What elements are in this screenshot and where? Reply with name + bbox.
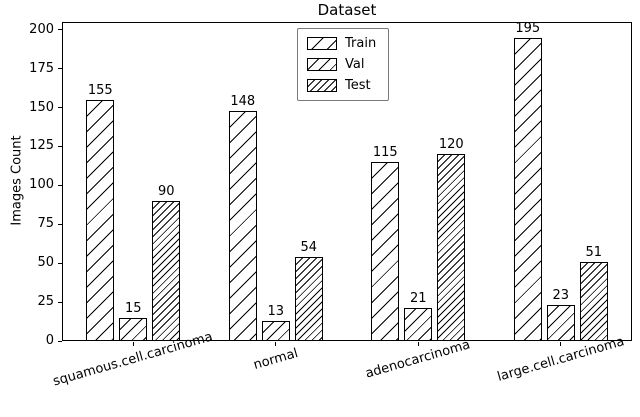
bar-val-4 — [546, 305, 575, 341]
y-tick-label: 125 — [29, 138, 54, 154]
bar-value-label: 155 — [87, 82, 113, 98]
bar-value-label: 21 — [409, 291, 427, 307]
bar-value-label: 195 — [515, 20, 541, 36]
y-tick-mark — [58, 68, 62, 70]
legend-label-val: Val — [345, 57, 365, 72]
legend: Train Val Test — [297, 28, 390, 101]
y-tick-mark — [58, 262, 62, 264]
y-tick-mark — [58, 223, 62, 225]
y-tick-label: 175 — [29, 60, 54, 76]
y-tick-label: 0 — [45, 333, 54, 348]
y-tick-label: 200 — [29, 21, 54, 37]
bar-value-label: 23 — [552, 288, 570, 304]
bar-train-1 — [86, 99, 115, 341]
bar-value-label: 148 — [230, 93, 256, 109]
bar-train-3 — [371, 162, 400, 341]
bar-value-label: 13 — [267, 303, 285, 319]
legend-entry-val: Val — [307, 57, 376, 72]
bar-value-label: 90 — [157, 183, 175, 199]
bar-value-label: 51 — [585, 244, 603, 260]
legend-label-train: Train — [345, 36, 377, 51]
y-tick-label: 150 — [29, 99, 54, 115]
y-tick-mark — [58, 301, 62, 303]
legend-entry-test: Test — [307, 78, 376, 93]
bar-train-4 — [513, 37, 542, 341]
bar-value-label: 115 — [372, 145, 398, 161]
bar-test-1 — [152, 200, 181, 341]
x-category-label: normal — [251, 346, 300, 374]
x-tick-mark — [275, 342, 277, 346]
legend-entry-train: Train — [307, 36, 376, 51]
x-tick-mark — [417, 342, 419, 346]
legend-swatch-train — [307, 37, 337, 50]
y-tick-mark — [58, 184, 62, 186]
legend-label-test: Test — [345, 78, 371, 93]
x-tick-mark — [560, 342, 562, 346]
y-tick-mark — [58, 29, 62, 31]
bar-val-1 — [119, 317, 148, 341]
bar-val-2 — [261, 320, 290, 341]
y-tick-mark — [58, 107, 62, 109]
y-tick-mark — [58, 340, 62, 342]
legend-swatch-val — [307, 58, 337, 71]
y-tick-mark — [58, 145, 62, 147]
y-tick-label: 50 — [37, 255, 54, 271]
legend-swatch-test — [307, 79, 337, 92]
y-tick-label: 75 — [37, 216, 54, 232]
y-tick-label: 100 — [29, 177, 54, 193]
bar-test-4 — [579, 261, 608, 341]
bar-train-2 — [228, 110, 257, 341]
chart-title: Dataset — [317, 1, 377, 19]
y-tick-label: 25 — [37, 294, 54, 310]
bar-value-label: 120 — [438, 137, 464, 153]
bar-value-label: 15 — [124, 300, 142, 316]
bar-test-2 — [294, 256, 323, 341]
x-tick-mark — [132, 342, 134, 346]
bar-value-label: 54 — [300, 239, 318, 255]
bar-test-3 — [437, 154, 466, 341]
bar-val-3 — [404, 308, 433, 341]
